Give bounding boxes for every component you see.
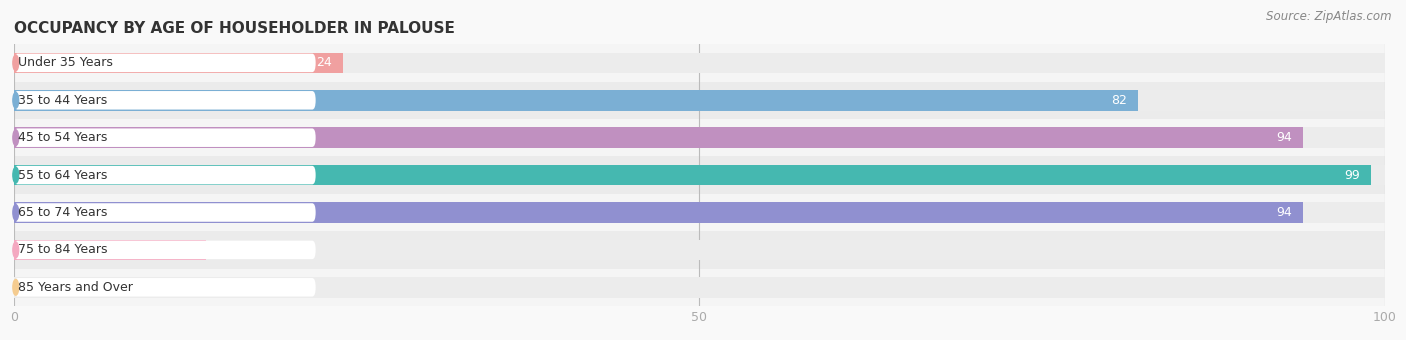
Text: 0: 0 <box>35 281 42 294</box>
Bar <box>14 240 1385 260</box>
Bar <box>14 119 1385 156</box>
Bar <box>14 53 1385 73</box>
Circle shape <box>13 279 18 295</box>
Circle shape <box>13 167 18 183</box>
Text: 14: 14 <box>226 243 242 256</box>
FancyBboxPatch shape <box>14 54 315 72</box>
Bar <box>14 128 1303 148</box>
Bar <box>14 202 1385 223</box>
FancyBboxPatch shape <box>14 203 315 222</box>
Bar <box>14 165 1385 185</box>
Bar <box>14 269 1385 306</box>
Text: 24: 24 <box>316 56 332 69</box>
FancyBboxPatch shape <box>14 166 315 184</box>
FancyBboxPatch shape <box>14 241 315 259</box>
Bar <box>14 90 1139 110</box>
Text: 75 to 84 Years: 75 to 84 Years <box>18 243 108 256</box>
Bar <box>14 44 1385 82</box>
Text: 99: 99 <box>1344 169 1360 182</box>
Bar <box>14 240 207 260</box>
Circle shape <box>13 130 18 146</box>
Bar <box>14 277 1385 298</box>
Circle shape <box>13 242 18 258</box>
Bar <box>14 194 1385 231</box>
Text: 94: 94 <box>1275 206 1292 219</box>
Bar <box>14 202 1303 223</box>
FancyBboxPatch shape <box>14 278 315 296</box>
Text: 35 to 44 Years: 35 to 44 Years <box>18 94 107 107</box>
Text: 85 Years and Over: 85 Years and Over <box>18 281 134 294</box>
Bar <box>14 82 1385 119</box>
Text: Source: ZipAtlas.com: Source: ZipAtlas.com <box>1267 10 1392 23</box>
Circle shape <box>13 205 18 220</box>
FancyBboxPatch shape <box>14 91 315 109</box>
Bar <box>14 53 343 73</box>
Circle shape <box>13 92 18 108</box>
Bar <box>14 128 1385 148</box>
Circle shape <box>13 55 18 71</box>
Text: OCCUPANCY BY AGE OF HOUSEHOLDER IN PALOUSE: OCCUPANCY BY AGE OF HOUSEHOLDER IN PALOU… <box>14 21 456 36</box>
Text: 65 to 74 Years: 65 to 74 Years <box>18 206 107 219</box>
Text: 55 to 64 Years: 55 to 64 Years <box>18 169 107 182</box>
Bar <box>14 231 1385 269</box>
Bar <box>14 156 1385 194</box>
Text: 82: 82 <box>1111 94 1128 107</box>
FancyBboxPatch shape <box>14 129 315 147</box>
Bar <box>14 90 1385 110</box>
Text: 45 to 54 Years: 45 to 54 Years <box>18 131 107 144</box>
Text: Under 35 Years: Under 35 Years <box>18 56 112 69</box>
Text: 94: 94 <box>1275 131 1292 144</box>
Bar <box>14 165 1371 185</box>
